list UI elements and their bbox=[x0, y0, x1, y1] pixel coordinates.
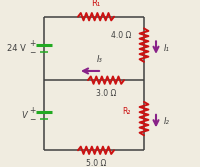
Text: −: − bbox=[29, 48, 36, 57]
Text: 3.0 Ω: 3.0 Ω bbox=[96, 89, 116, 98]
Text: V: V bbox=[21, 111, 27, 120]
Text: +: + bbox=[29, 39, 36, 48]
Text: −: − bbox=[29, 115, 36, 124]
Text: I₃: I₃ bbox=[97, 55, 103, 64]
Text: R₁: R₁ bbox=[91, 0, 101, 8]
Text: R₂: R₂ bbox=[122, 107, 131, 116]
Text: 5.0 Ω: 5.0 Ω bbox=[86, 159, 106, 167]
Text: +: + bbox=[29, 106, 36, 115]
Text: 24 V: 24 V bbox=[7, 44, 25, 53]
Text: I₂: I₂ bbox=[164, 117, 170, 126]
Text: 4.0 Ω: 4.0 Ω bbox=[111, 31, 131, 40]
Text: I₁: I₁ bbox=[164, 44, 170, 53]
